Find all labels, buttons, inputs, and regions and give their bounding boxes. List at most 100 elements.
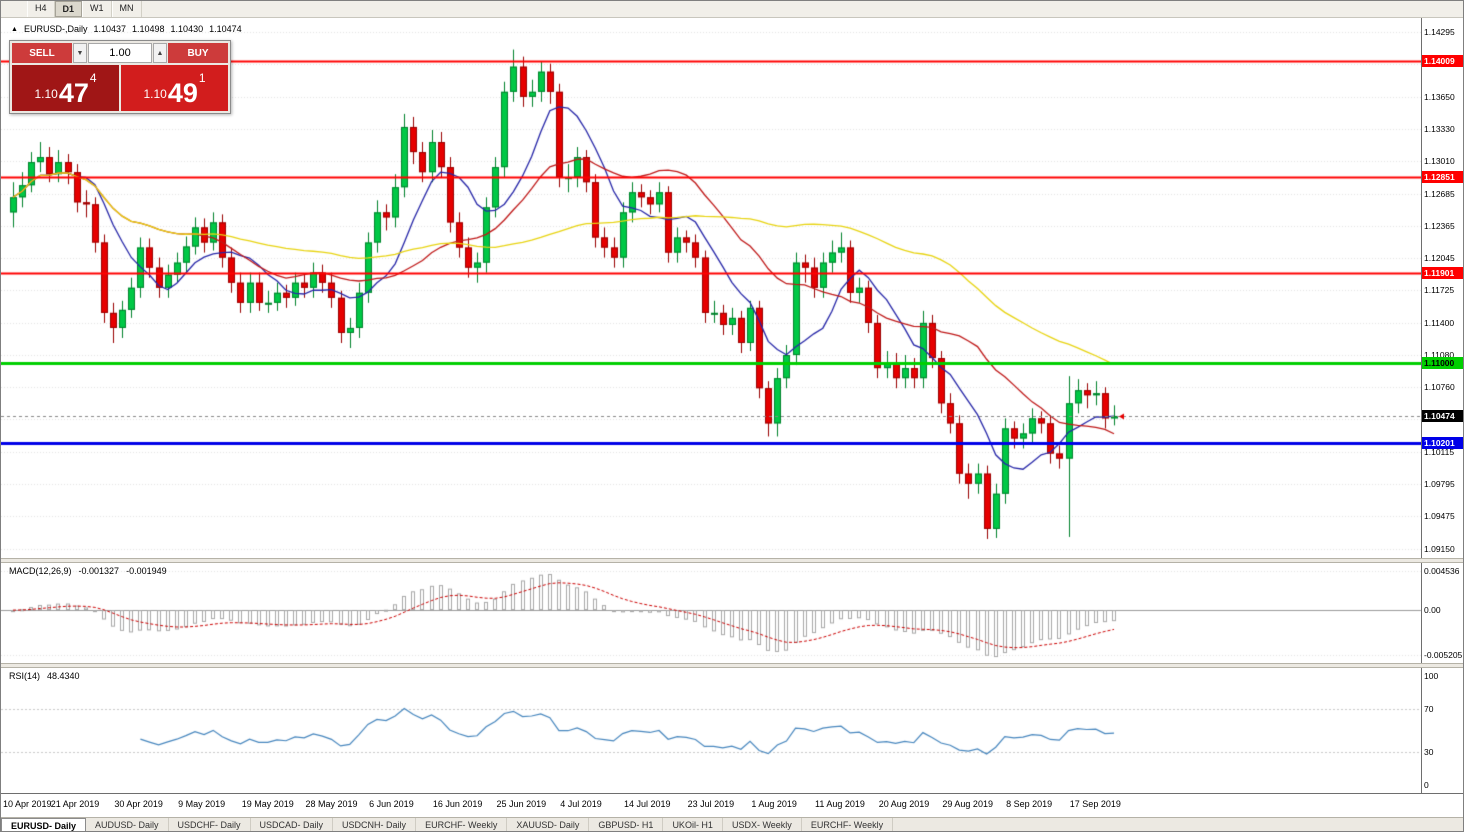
- price-tick: 1.13330: [1424, 123, 1455, 134]
- chart-tab-eurchf-weekly[interactable]: EURCHF- Weekly: [802, 818, 894, 831]
- chart-tab-xauusd-daily[interactable]: XAUUSD- Daily: [507, 818, 590, 831]
- timeframe-button-w1[interactable]: W1: [82, 1, 112, 17]
- date-label: 19 May 2019: [241, 799, 294, 809]
- rsi-indicator-pane: RSI(14) 48.4340 100 70 30 0: [1, 668, 1463, 793]
- rsi-canvas[interactable]: [1, 668, 1463, 793]
- chart-symbol-label: EURUSD-,Daily: [23, 24, 88, 34]
- macd-indicator-pane: MACD(12,26,9) -0.001327 -0.001949 0.0045…: [1, 563, 1463, 663]
- lot-decrease-button[interactable]: ▼: [73, 43, 87, 63]
- price-tick: 1.12045: [1424, 253, 1455, 264]
- sell-price-point: 4: [89, 71, 97, 85]
- lot-size-input[interactable]: 1.00: [88, 43, 152, 63]
- date-label: 20 Aug 2019: [878, 799, 930, 809]
- rsi-label: RSI(14): [9, 671, 41, 681]
- sell-price-pips: 47: [58, 78, 89, 108]
- chart-header: ▲ EURUSD-,Daily 1.10437 1.10498 1.10430 …: [11, 24, 242, 34]
- timeframe-toolbar: H4 D1 W1 MN: [1, 1, 1463, 18]
- rsi-axis-label: 100: [1424, 671, 1439, 681]
- price-level-badge: 1.14009: [1422, 54, 1463, 67]
- date-label: 21 Apr 2019: [50, 799, 100, 809]
- macd-canvas[interactable]: [1, 563, 1463, 663]
- buy-price-point: 1: [198, 71, 206, 85]
- price-tick: 1.12365: [1424, 220, 1455, 231]
- timeframe-buttons: H4 D1 W1 MN: [27, 1, 142, 17]
- date-label: 8 Sep 2019: [1006, 799, 1053, 809]
- price-tick: 1.09150: [1424, 544, 1455, 554]
- price-tick: 1.10760: [1424, 382, 1455, 393]
- price-tick: 1.09475: [1424, 511, 1455, 522]
- current-price-badge: 1.10474: [1422, 409, 1463, 422]
- price-axis[interactable]: 1.14295 1.13650 1.13330 1.13010 1.12685 1.123…: [1421, 18, 1463, 558]
- date-label: 16 Jun 2019: [432, 799, 483, 809]
- buy-price-pips: 49: [167, 78, 198, 108]
- rsi-value: 48.4340: [47, 671, 80, 681]
- price-chart-pane: ▲ EURUSD-,Daily 1.10437 1.10498 1.10430 …: [1, 18, 1463, 558]
- date-label: 9 May 2019: [178, 799, 226, 809]
- macd-header: MACD(12,26,9) -0.001327 -0.001949: [9, 566, 167, 576]
- price-level-badge: 1.11000: [1422, 357, 1463, 370]
- macd-axis-label: 0.004536: [1424, 566, 1460, 576]
- date-label: 1 Aug 2019: [751, 799, 797, 809]
- rsi-axis-label: 0: [1424, 780, 1429, 790]
- chart-tab-eurusd-daily[interactable]: EURUSD- Daily: [1, 818, 87, 831]
- price-level-badge: 1.10201: [1422, 437, 1463, 450]
- macd-label: MACD(12,26,9): [9, 566, 72, 576]
- price-tick: 1.13010: [1424, 156, 1455, 167]
- price-tick: 1.11080: [1424, 350, 1455, 361]
- ohlc-high-value: 1.10498: [132, 24, 165, 34]
- chart-tab-usdchf-daily[interactable]: USDCHF- Daily: [169, 818, 251, 831]
- price-tick: 1.11725: [1424, 285, 1455, 296]
- price-tick: 1.14295: [1424, 27, 1455, 37]
- sell-price-button[interactable]: 1.10 47 4: [12, 65, 119, 111]
- rsi-axis[interactable]: 100 70 30 0: [1421, 668, 1463, 793]
- macd-axis-label: 0.00: [1424, 605, 1441, 616]
- pane-divider[interactable]: [1, 663, 1463, 668]
- timeframe-button-mn[interactable]: MN: [111, 1, 142, 17]
- date-label: 30 Apr 2019: [114, 799, 163, 809]
- ohlc-open-value: 1.10437: [93, 24, 126, 34]
- price-tick: 1.12685: [1424, 188, 1455, 199]
- time-axis[interactable]: 10 Apr 2019 21 Apr 2019 30 Apr 2019 9 May 2…: [1, 793, 1463, 817]
- timeframe-button-d1[interactable]: D1: [54, 1, 83, 17]
- macd-main-value: -0.001327: [78, 566, 120, 576]
- date-label: 17 Sep 2019: [1069, 799, 1121, 809]
- chart-tab-ukoil-h1[interactable]: UKOil- H1: [663, 818, 723, 831]
- date-label: 25 Jun 2019: [496, 799, 547, 809]
- chart-tab-audusd-daily[interactable]: AUDUSD- Daily: [86, 818, 169, 831]
- date-label: 10 Apr 2019: [3, 799, 52, 809]
- macd-axis[interactable]: 0.004536 0.00 -0.005205: [1421, 563, 1463, 663]
- chart-tab-usdcad-daily[interactable]: USDCAD- Daily: [251, 818, 334, 831]
- macd-axis-label: -0.005205: [1424, 650, 1463, 660]
- timeframe-button-h4[interactable]: H4: [27, 1, 55, 17]
- rsi-header: RSI(14) 48.4340: [9, 671, 80, 681]
- date-label: 11 Aug 2019: [815, 799, 865, 809]
- collapse-panel-icon[interactable]: ▲: [11, 25, 18, 33]
- rsi-axis-label: 70: [1424, 703, 1434, 714]
- price-tick: 1.11400: [1424, 317, 1455, 328]
- buy-price-base: 1.10: [143, 87, 167, 101]
- chart-tab-usdcnh-daily[interactable]: USDCNH- Daily: [333, 818, 417, 831]
- one-click-trading-panel: SELL ▼ 1.00 ▲ BUY 1.10 47 4 1.10 49 1: [9, 40, 231, 114]
- sell-price-base: 1.10: [34, 87, 58, 101]
- price-level-badge: 1.11901: [1422, 266, 1463, 279]
- lot-increase-button[interactable]: ▲: [153, 43, 167, 63]
- buy-button[interactable]: BUY: [168, 43, 228, 63]
- chart-tab-usdx-weekly[interactable]: USDX- Weekly: [723, 818, 802, 831]
- rsi-axis-label: 30: [1424, 747, 1434, 758]
- date-label: 28 May 2019: [305, 799, 358, 809]
- buy-price-button[interactable]: 1.10 49 1: [121, 65, 228, 111]
- price-tick: 1.13650: [1424, 91, 1455, 102]
- macd-signal-value: -0.001949: [126, 566, 167, 576]
- date-label: 23 Jul 2019: [687, 799, 735, 809]
- sell-button[interactable]: SELL: [12, 43, 72, 63]
- price-tick: 1.09795: [1424, 479, 1455, 490]
- price-tick: 1.10115: [1424, 447, 1455, 458]
- date-label: 14 Jul 2019: [623, 799, 671, 809]
- date-label: 6 Jun 2019: [369, 799, 414, 809]
- pane-divider[interactable]: [1, 558, 1463, 563]
- chart-tab-gbpusd-h1[interactable]: GBPUSD- H1: [589, 818, 664, 831]
- price-chart-canvas[interactable]: [1, 18, 1463, 558]
- chart-tab-eurchf-weekly[interactable]: EURCHF- Weekly: [416, 818, 508, 831]
- price-level-badge: 1.12851: [1422, 171, 1463, 184]
